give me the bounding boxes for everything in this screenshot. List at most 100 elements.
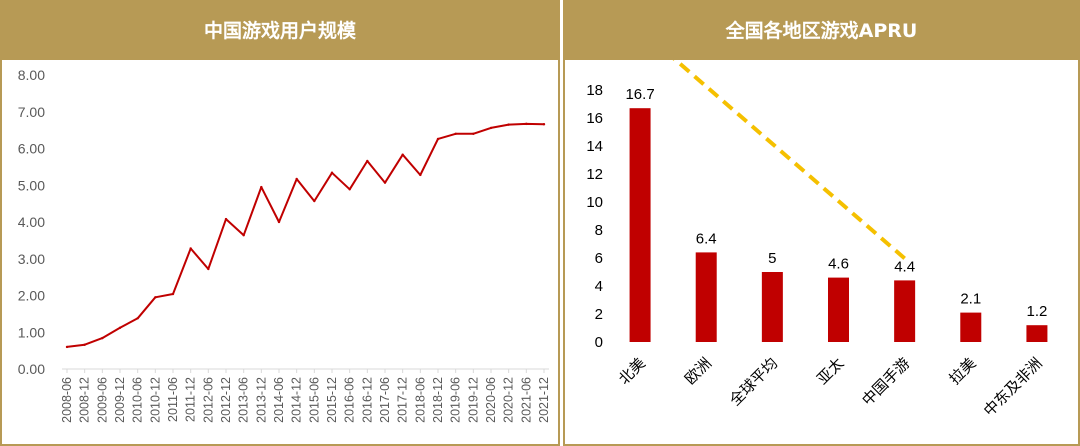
x-tick-label: 2012-06 xyxy=(201,377,215,423)
apru-bar xyxy=(761,272,783,342)
x-tick-label: 2010-06 xyxy=(131,377,145,423)
user-scale-point xyxy=(419,173,422,177)
x-tick-label: 2016-06 xyxy=(343,377,357,423)
x-tick-label: 2021-06 xyxy=(519,377,533,423)
category-label: 北美 xyxy=(615,354,649,388)
apru-bar xyxy=(960,312,982,342)
y-tick-label: 12 xyxy=(586,166,603,183)
user-scale-point xyxy=(401,153,404,156)
user-scale-point xyxy=(118,326,122,330)
x-tick-label: 2009-06 xyxy=(95,377,109,423)
apru-value-label: 4.6 xyxy=(828,256,849,273)
user-scale-panel: 中国游戏用户规模 0.00 1.00 2.00 3.00 4.00 5.00 6.00 7.0… xyxy=(0,0,560,446)
apru-bar xyxy=(1026,325,1048,342)
x-tick-label: 2015-06 xyxy=(307,377,321,423)
x-tick-label: 2008-06 xyxy=(60,377,74,423)
category-label: 中国手游 xyxy=(858,354,913,409)
apru-value-label: 4.4 xyxy=(894,258,915,275)
y-tick-label: 5.00 xyxy=(18,177,45,193)
user-scale-point xyxy=(542,123,546,126)
y-tick-label: 2 xyxy=(595,306,603,323)
user-scale-point xyxy=(525,122,528,126)
user-scale-point xyxy=(136,317,139,320)
apru-value-label: 1.2 xyxy=(1026,303,1047,320)
user-scale-point xyxy=(83,343,86,346)
x-tick-label: 2021-12 xyxy=(537,377,551,423)
apru-bar xyxy=(828,277,849,342)
x-tick-label: 2013-06 xyxy=(237,377,251,423)
y-tick-label: 16 xyxy=(586,110,603,127)
y-tick-label: 6.00 xyxy=(18,141,45,157)
user-scale-point xyxy=(224,217,228,221)
y-tick-label: 2.00 xyxy=(18,288,45,304)
user-scale-point xyxy=(65,345,69,349)
y-tick-label: 0.00 xyxy=(18,361,45,377)
y-tick-label: 6 xyxy=(595,250,603,267)
x-tick-label: 2018-12 xyxy=(431,377,445,423)
x-tick-label: 2016-12 xyxy=(360,377,374,423)
user-scale-point xyxy=(154,296,157,299)
x-tick-label: 2011-12 xyxy=(184,377,198,422)
x-tick-label: 2012-12 xyxy=(219,377,233,423)
user-scale-point xyxy=(330,171,334,174)
user-scale-point xyxy=(454,132,457,135)
x-tick-label: 2014-12 xyxy=(290,377,304,423)
y-tick-label: 0 xyxy=(595,334,603,351)
x-tick-label: 2018-06 xyxy=(413,377,427,423)
x-tick-label: 2017-12 xyxy=(396,377,410,423)
apru-bar xyxy=(894,280,916,342)
user-scale-point xyxy=(348,188,351,191)
user-scale-point xyxy=(383,181,387,184)
user-scale-point xyxy=(260,185,263,189)
apru-value-label: 5 xyxy=(768,250,776,267)
apru-title: 全国各地区游戏APRU xyxy=(565,2,1078,60)
y-tick-label: 1.00 xyxy=(18,324,45,340)
user-scale-point xyxy=(472,132,475,135)
y-tick-label: 18 xyxy=(586,82,603,99)
apru-value-label: 2.1 xyxy=(960,291,981,308)
category-label: 欧洲 xyxy=(681,354,715,388)
x-tick-label: 2010-12 xyxy=(148,377,162,423)
x-tick-label: 2009-12 xyxy=(113,377,127,423)
apru-bar xyxy=(629,108,651,342)
x-tick-label: 2017-06 xyxy=(378,377,392,423)
x-tick-label: 2014-06 xyxy=(272,377,286,423)
category-label: 全球平均 xyxy=(726,354,781,409)
x-tick-label: 2020-06 xyxy=(484,377,498,423)
user-scale-point xyxy=(436,137,440,141)
user-scale-series-line xyxy=(66,122,545,348)
user-scale-point xyxy=(295,177,298,181)
user-scale-point xyxy=(101,336,104,340)
x-tick-label: 2008-12 xyxy=(78,377,92,423)
user-scale-point xyxy=(489,126,493,130)
x-tick-label: 2011-06 xyxy=(166,377,180,422)
user-scale-point xyxy=(277,220,281,224)
y-tick-label: 4.00 xyxy=(18,214,45,230)
apru-bar xyxy=(695,252,717,342)
apru-value-label: 6.4 xyxy=(696,230,717,247)
y-tick-label: 14 xyxy=(586,138,603,155)
user-scale-point xyxy=(171,292,175,296)
user-scale-point xyxy=(313,199,316,203)
x-tick-label: 2015-12 xyxy=(325,377,339,423)
user-scale-point xyxy=(366,159,369,163)
trend-arrow-line xyxy=(672,60,906,260)
user-scale-point xyxy=(189,247,192,250)
x-tick-label: 2020-12 xyxy=(502,377,516,423)
y-tick-label: 8.00 xyxy=(18,67,45,83)
y-tick-label: 3.00 xyxy=(18,251,45,267)
x-tick-label: 2013-12 xyxy=(254,377,268,423)
apru-value-label: 16.7 xyxy=(625,86,654,103)
category-label: 中东及非洲 xyxy=(980,354,1046,420)
user-scale-line-chart: 0.00 1.00 2.00 3.00 4.00 5.00 6.00 7.00 8.00 2008… xyxy=(18,67,551,423)
y-tick-label: 10 xyxy=(586,194,603,211)
x-tick-label: 2019-12 xyxy=(466,377,480,423)
user-scale-title: 中国游戏用户规模 xyxy=(2,2,558,60)
x-tick-label: 2019-06 xyxy=(449,377,463,423)
y-tick-label: 4 xyxy=(595,278,603,295)
user-scale-point xyxy=(207,267,210,271)
y-tick-label: 7.00 xyxy=(18,104,45,120)
apru-panel: 全国各地区游戏APRU 0 2 4 6 8 10 12 14 16 18 16.7 北美 6.4 欧洲 5 全… xyxy=(563,0,1080,446)
category-label: 拉美 xyxy=(946,354,980,388)
apru-bar-chart: 0 2 4 6 8 10 12 14 16 18 16.7 北美 6.4 欧洲 5 全球平均 4.6 亚太 4.4 中… xyxy=(586,60,1048,420)
